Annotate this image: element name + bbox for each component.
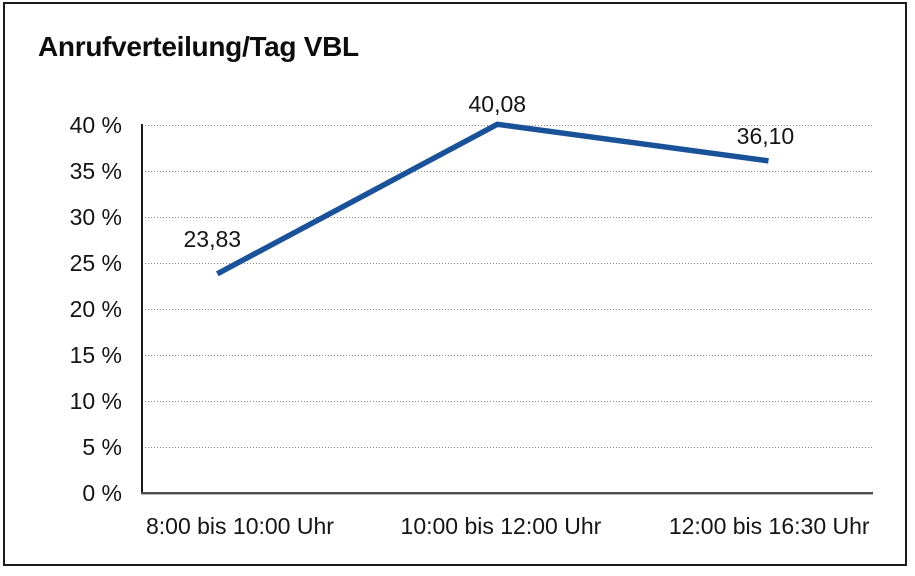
- x-axis-tick-label: 10:00 bis 12:00 Uhr: [400, 513, 602, 539]
- gridline: [142, 216, 873, 218]
- x-axis-tick-label: 12:00 bis 16:30 Uhr: [668, 513, 870, 539]
- y-axis-tick-label: 40 %: [69, 112, 122, 138]
- y-axis-tick-label: 10 %: [69, 388, 122, 414]
- gridline: [142, 400, 873, 402]
- gridline: [142, 308, 873, 310]
- y-axis-tick-label: 0 %: [82, 480, 122, 506]
- x-axis-line: [141, 492, 873, 495]
- gridline: [142, 446, 873, 448]
- data-label: 23,83: [183, 225, 242, 252]
- x-axis-tick-label: 8:00 bis 10:00 Uhr: [145, 513, 334, 539]
- data-line-series: [216, 121, 769, 277]
- y-axis-tick-label: 15 %: [69, 342, 122, 368]
- data-label: 36,10: [736, 122, 795, 149]
- y-axis-tick-label: 20 %: [69, 296, 122, 322]
- data-label: 40,08: [468, 91, 527, 118]
- y-axis-tick-label: 25 %: [69, 250, 122, 276]
- y-axis-tick-label: 5 %: [82, 434, 122, 460]
- chart-title: Anrufverteilung/Tag VBL: [38, 31, 359, 62]
- data-line: [216, 121, 769, 277]
- y-axis-line: [141, 124, 143, 494]
- gridline: [142, 262, 873, 264]
- y-axis-tick-label: 30 %: [69, 204, 122, 230]
- y-axis-tick-label: 35 %: [69, 158, 122, 184]
- gridline: [142, 354, 873, 356]
- chart-frame-border: [3, 2, 907, 566]
- gridline: [142, 170, 873, 172]
